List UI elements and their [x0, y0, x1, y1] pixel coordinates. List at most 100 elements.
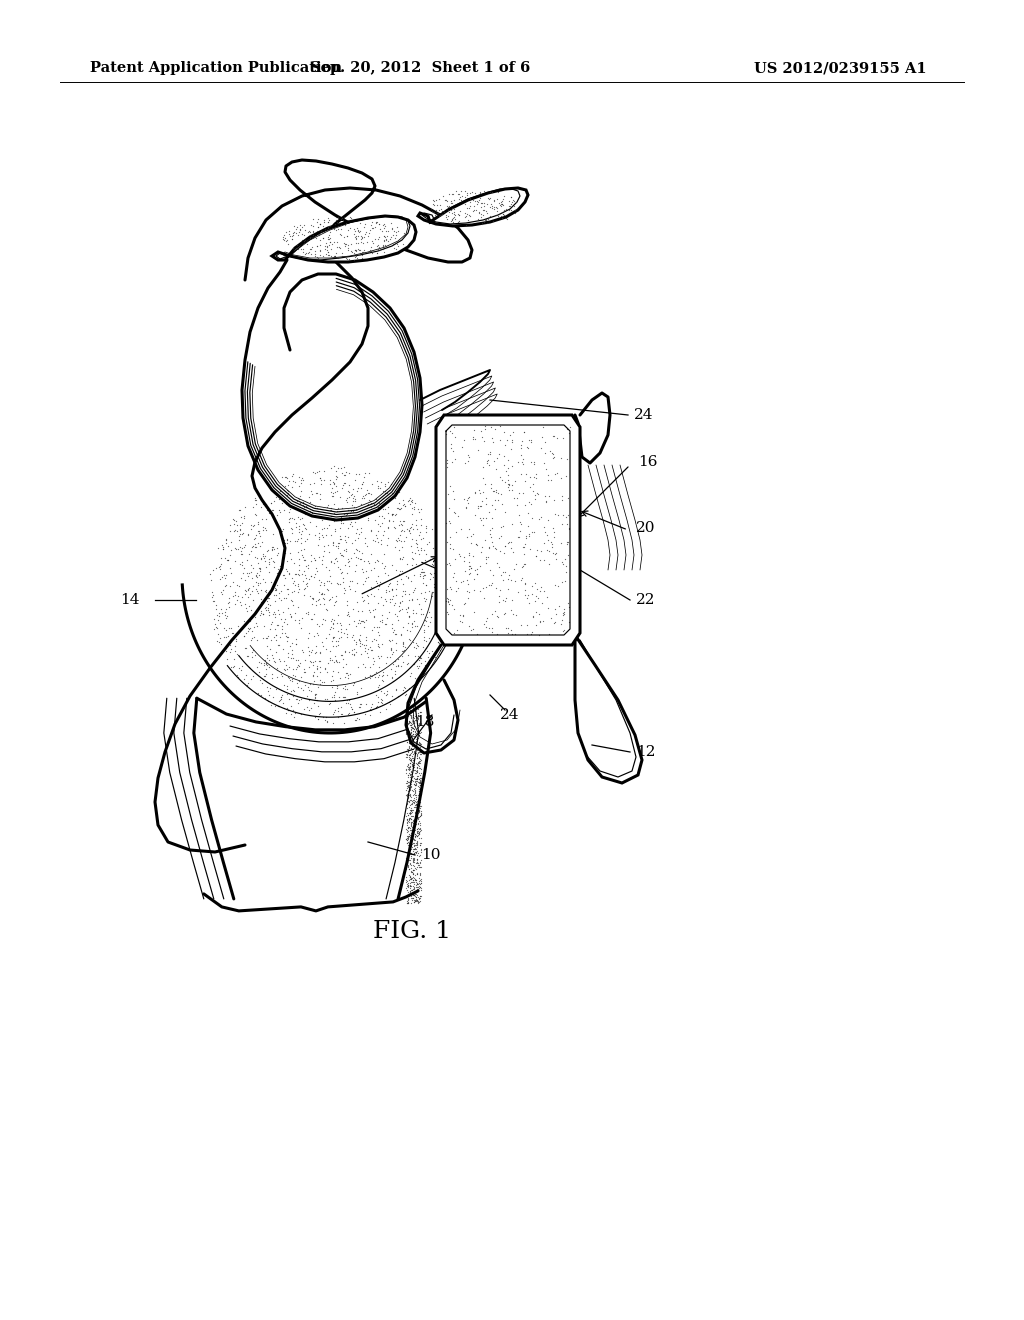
- Point: [234, 537, 251, 558]
- Point: [524, 521, 541, 543]
- Point: [401, 783, 418, 804]
- Point: [286, 222, 302, 243]
- Point: [357, 560, 374, 581]
- Point: [402, 866, 419, 887]
- Point: [289, 659, 305, 680]
- Point: [342, 513, 358, 535]
- Point: [446, 189, 463, 210]
- Point: [313, 582, 330, 603]
- Point: [411, 888, 427, 909]
- Point: [395, 616, 412, 638]
- Point: [412, 770, 428, 791]
- Point: [525, 480, 542, 502]
- Point: [406, 847, 422, 869]
- Point: [296, 585, 312, 606]
- Point: [352, 494, 369, 515]
- Point: [318, 711, 335, 733]
- Point: [398, 784, 415, 805]
- Point: [326, 626, 342, 647]
- Point: [477, 210, 494, 231]
- Point: [274, 544, 291, 565]
- Point: [252, 558, 268, 579]
- Point: [412, 743, 428, 764]
- Point: [401, 859, 418, 880]
- Point: [260, 587, 276, 609]
- Point: [488, 553, 505, 574]
- Point: [514, 568, 530, 589]
- Point: [384, 218, 400, 239]
- Point: [410, 775, 426, 796]
- Point: [475, 578, 492, 599]
- Point: [403, 726, 420, 747]
- Point: [503, 438, 519, 459]
- Point: [407, 879, 423, 900]
- Point: [325, 618, 341, 639]
- Point: [393, 520, 410, 541]
- Point: [465, 523, 481, 544]
- Point: [400, 491, 417, 512]
- Point: [411, 892, 427, 913]
- Point: [379, 647, 395, 668]
- Point: [259, 599, 275, 620]
- Point: [323, 552, 339, 573]
- Point: [494, 193, 510, 214]
- Point: [399, 741, 416, 762]
- Point: [306, 549, 323, 570]
- Point: [409, 884, 425, 906]
- Point: [331, 537, 347, 558]
- Point: [346, 644, 362, 665]
- Point: [537, 532, 553, 553]
- Point: [402, 787, 419, 808]
- Point: [336, 207, 352, 228]
- Point: [413, 647, 429, 668]
- Point: [451, 187, 467, 209]
- Point: [436, 554, 453, 576]
- Point: [408, 770, 424, 791]
- Point: [399, 830, 416, 851]
- Point: [411, 800, 427, 821]
- Point: [412, 800, 428, 821]
- Point: [408, 710, 424, 731]
- Point: [388, 560, 404, 581]
- Point: [482, 194, 499, 215]
- Point: [413, 869, 429, 890]
- Point: [337, 686, 353, 708]
- Point: [223, 531, 240, 552]
- Point: [522, 477, 539, 498]
- Point: [484, 480, 501, 502]
- Point: [345, 701, 361, 722]
- Point: [241, 656, 257, 677]
- Point: [497, 199, 513, 220]
- Point: [308, 482, 325, 503]
- Point: [322, 560, 338, 581]
- Point: [432, 194, 449, 215]
- Point: [503, 537, 519, 558]
- Point: [209, 630, 225, 651]
- Point: [435, 557, 452, 578]
- Point: [343, 207, 359, 228]
- Point: [399, 702, 416, 723]
- Point: [541, 486, 557, 507]
- Point: [238, 598, 254, 619]
- Point: [286, 665, 302, 686]
- Point: [279, 479, 295, 500]
- Point: [403, 733, 420, 754]
- Point: [409, 706, 425, 727]
- Point: [244, 628, 260, 649]
- Point: [339, 248, 355, 269]
- Point: [506, 558, 522, 579]
- Point: [399, 888, 416, 909]
- Point: [273, 686, 290, 708]
- Point: [374, 669, 390, 690]
- Point: [270, 615, 287, 636]
- Point: [407, 774, 423, 795]
- Point: [297, 230, 313, 251]
- Point: [402, 763, 419, 784]
- Point: [259, 676, 275, 697]
- Point: [370, 513, 386, 535]
- Point: [383, 504, 399, 525]
- Point: [407, 748, 423, 770]
- Point: [425, 643, 441, 664]
- Point: [312, 656, 329, 677]
- Point: [476, 199, 493, 220]
